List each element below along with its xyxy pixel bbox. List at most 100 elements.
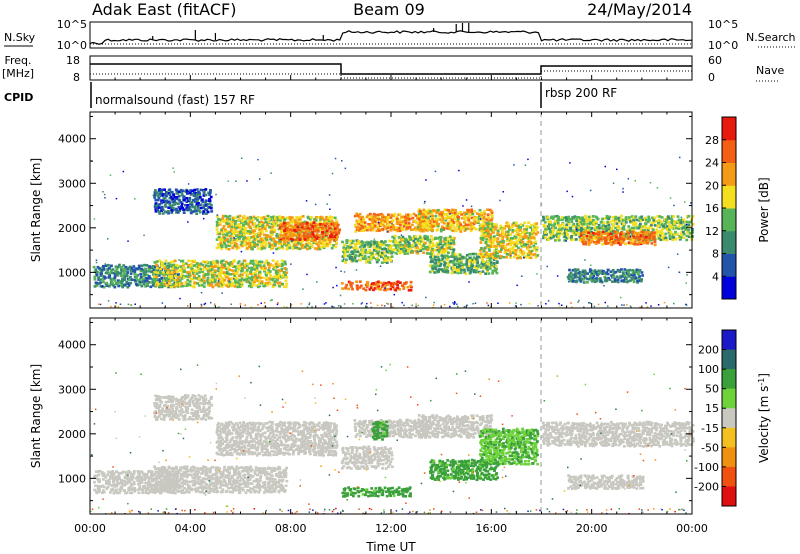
power-cell xyxy=(679,233,683,236)
power-cell xyxy=(234,280,237,284)
power-cell xyxy=(685,238,689,242)
power-cell xyxy=(231,216,235,220)
power-cell xyxy=(264,221,268,224)
power-cell xyxy=(489,244,493,247)
power-cell xyxy=(646,220,650,224)
velocity-scatter-cells xyxy=(90,362,695,515)
power-cell xyxy=(514,221,518,225)
power-cell xyxy=(650,231,654,234)
power-cell xyxy=(482,210,486,213)
power-cell xyxy=(490,265,494,268)
power-cell xyxy=(180,205,183,208)
power-cell xyxy=(210,266,213,270)
power-cell xyxy=(665,238,669,242)
power-cell xyxy=(367,223,370,226)
power-cell xyxy=(439,210,443,214)
power-cell xyxy=(325,232,329,236)
power-cell xyxy=(255,261,259,265)
power-cell xyxy=(519,241,522,244)
power-ground xyxy=(486,302,488,304)
power-cell xyxy=(557,215,560,219)
power-cell xyxy=(487,272,491,275)
power-cell xyxy=(382,243,386,247)
power-cell xyxy=(471,224,475,228)
power-cell xyxy=(210,280,214,284)
power-cell xyxy=(490,211,494,214)
power-cell xyxy=(576,268,580,271)
power-ground xyxy=(323,303,326,305)
power-cell xyxy=(251,218,255,222)
power-cell xyxy=(380,240,383,243)
power-cell xyxy=(485,255,488,258)
power-cell xyxy=(152,278,156,281)
power-noise xyxy=(499,199,501,202)
power-cell xyxy=(376,242,380,246)
power-cell xyxy=(142,271,146,275)
power-cell xyxy=(277,242,281,246)
power-cell xyxy=(637,233,641,237)
power-cell xyxy=(462,224,466,228)
nsky-spikes xyxy=(152,23,470,40)
power-cell xyxy=(469,270,473,274)
power-cell xyxy=(499,244,502,248)
power-cell xyxy=(406,240,410,243)
power-cell xyxy=(459,211,462,214)
power-cell xyxy=(384,227,388,230)
power-cell xyxy=(458,257,462,261)
power-cell xyxy=(424,247,428,251)
power-cell xyxy=(416,216,419,220)
power-cell xyxy=(102,267,106,271)
power-noise xyxy=(468,281,470,283)
power-noise xyxy=(107,300,110,302)
power-cell xyxy=(144,279,148,283)
power-cell xyxy=(685,224,689,228)
power-cell xyxy=(231,230,235,233)
power-cell xyxy=(297,219,301,223)
power-cell xyxy=(619,239,623,243)
power-noise xyxy=(424,200,426,203)
power-cell xyxy=(286,226,289,230)
power-cell xyxy=(474,261,478,264)
power-cell xyxy=(441,243,445,247)
power-noise xyxy=(314,203,317,206)
nave-label: Nave xyxy=(756,64,784,77)
power-cell xyxy=(341,255,345,258)
power-cell xyxy=(113,274,117,278)
power-noise xyxy=(343,271,346,273)
power-cell xyxy=(242,278,246,282)
power-cell xyxy=(98,267,101,270)
power-cell xyxy=(630,215,634,218)
power-cell xyxy=(605,271,608,274)
power-cell xyxy=(401,226,404,230)
power-cell xyxy=(438,236,442,239)
power-cell xyxy=(509,256,512,259)
power-cell xyxy=(195,212,199,215)
power-cell xyxy=(255,237,259,241)
power-cell xyxy=(162,265,166,269)
power-cell xyxy=(225,233,229,237)
power-cell xyxy=(416,226,420,229)
power-cell xyxy=(93,275,97,279)
power-cell xyxy=(431,209,435,212)
power-cell xyxy=(459,226,463,229)
power-cell xyxy=(397,243,401,247)
power-cell xyxy=(268,271,271,275)
power-cell xyxy=(142,274,146,278)
power-cell xyxy=(114,269,118,273)
power-cell xyxy=(443,260,446,264)
power-cell xyxy=(302,234,306,237)
power-ground xyxy=(411,304,413,307)
power-cell xyxy=(640,278,643,281)
power-cell xyxy=(420,227,424,231)
power-cell xyxy=(571,273,575,277)
velocity-cell xyxy=(123,483,127,487)
power-cell xyxy=(434,214,438,218)
power-cell xyxy=(251,240,255,243)
power-cell xyxy=(240,241,244,244)
nsky-tick-bottom: 10^0 xyxy=(57,39,87,52)
power-cell xyxy=(163,199,167,203)
power-cell xyxy=(373,215,377,218)
power-cell xyxy=(119,265,123,269)
power-cell xyxy=(593,223,597,227)
power-cell xyxy=(309,227,313,230)
